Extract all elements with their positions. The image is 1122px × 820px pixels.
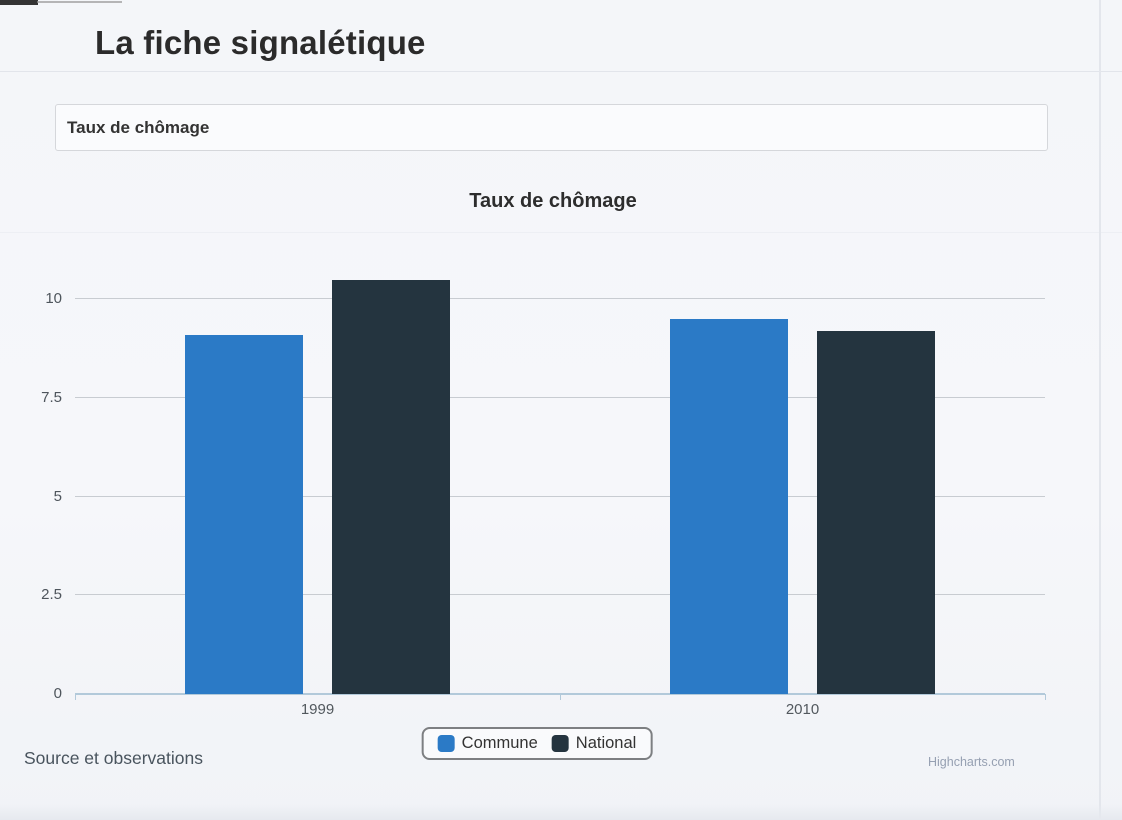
legend-item-national[interactable]: National — [551, 734, 637, 753]
scan-artifact-hline2 — [0, 232, 1122, 233]
legend-swatch-national — [551, 735, 569, 752]
plot-area — [75, 260, 1045, 695]
gridline-5 — [75, 495, 1045, 497]
gridline-10 — [75, 298, 1045, 300]
section-header-box: Taux de chômage — [55, 104, 1048, 151]
scan-artifact-right-edge — [1099, 0, 1101, 820]
bar-commune-1999[interactable] — [185, 334, 303, 694]
legend-item-commune[interactable]: Commune — [437, 734, 538, 753]
page-title: La fiche signalétique — [95, 24, 426, 61]
source-note: Source et observations — [24, 748, 203, 768]
x-axis-tick — [560, 694, 561, 700]
y-axis-label-5: 5 — [53, 487, 62, 505]
legend-swatch-commune — [437, 735, 455, 752]
gridline-7.5 — [75, 397, 1045, 399]
x-axis-tick — [1045, 694, 1046, 700]
x-axis-label-2010: 2010 — [785, 701, 820, 718]
chart-legend: Commune National — [421, 727, 653, 760]
legend-label-national: National — [575, 734, 637, 752]
highcharts-credit[interactable]: Highcharts.com — [928, 755, 1015, 769]
bar-national-1999[interactable] — [332, 279, 450, 694]
section-header-label: Taux de chômage — [67, 117, 210, 137]
scan-artifact-topline — [37, 1, 122, 3]
y-axis-label-2.5: 2.5 — [41, 586, 62, 604]
y-axis-label-0: 0 — [53, 685, 62, 702]
y-axis-label-7.5: 7.5 — [41, 389, 62, 407]
bar-national-2010[interactable] — [817, 331, 935, 694]
scan-artifact-topleft — [0, 0, 38, 5]
x-axis-label-1999: 1999 — [300, 701, 335, 718]
chart-title: Taux de chômage — [469, 190, 637, 212]
bar-commune-2010[interactable] — [670, 319, 788, 694]
legend-label-commune: Commune — [461, 734, 538, 752]
x-axis-tick — [75, 694, 76, 700]
scan-artifact-hline — [0, 71, 1122, 72]
y-axis-label-10: 10 — [45, 290, 62, 308]
gridline-2.5 — [75, 594, 1045, 596]
scan-artifact-bottom-band — [0, 804, 1122, 820]
